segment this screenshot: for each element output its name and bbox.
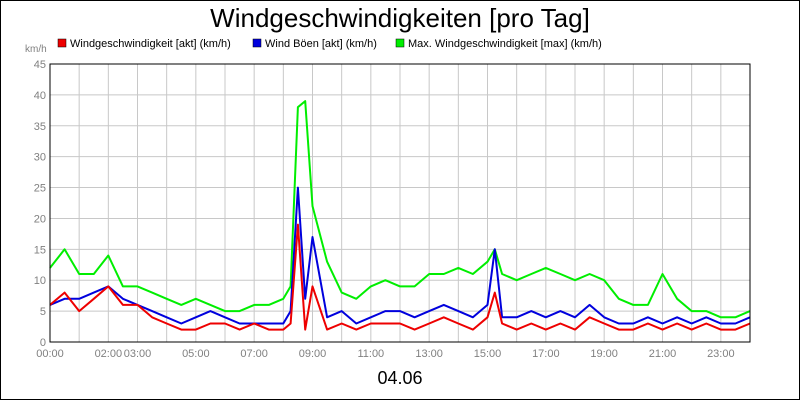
x-tick-label: 13:00 [415, 348, 443, 360]
y-tick-label: 5 [40, 306, 46, 318]
plot-border [49, 63, 751, 343]
x-tick-label: 03:00 [124, 348, 152, 360]
x-axis-ticks: 00:00 02:00 03:00 05:00 07:00 09:00 11:00 13:00… [36, 348, 734, 360]
y-tick-label: 40 [34, 90, 46, 102]
chart-title: Windgeschwindigkeiten [pro Tag] [210, 3, 590, 33]
y-unit-label: km/h [25, 44, 47, 55]
y-tick-label: 35 [34, 121, 46, 133]
x-tick-label: 00:00 [36, 348, 64, 360]
y-tick-label: 0 [40, 337, 46, 349]
legend-label-2: Max. Windgeschwindigkeit [max] (km/h) [408, 38, 602, 50]
date-label: 04.06 [377, 368, 422, 388]
x-tick-label: 02:00 [95, 348, 123, 360]
y-tick-label: 10 [34, 275, 46, 287]
x-tick-label: 09:00 [299, 348, 327, 360]
x-tick-label: 07:00 [240, 348, 268, 360]
x-tick-label: 11:00 [357, 348, 384, 360]
x-tick-label: 19:00 [590, 348, 618, 360]
series-line-0 [49, 223, 751, 331]
legend: Windgeschwindigkeit [akt] (km/h) Wind Bö… [57, 38, 602, 50]
x-tick-label: 21:00 [649, 348, 677, 360]
y-tick-label: 30 [34, 152, 46, 164]
y-tick-label: 20 [34, 213, 46, 225]
y-tick-label: 25 [34, 183, 46, 195]
legend-swatch-1 [252, 38, 262, 48]
legend-label-1: Wind Böen [akt] (km/h) [265, 38, 377, 50]
y-tick-label: 45 [34, 59, 46, 71]
series-line-2 [49, 100, 751, 319]
legend-swatch-2 [395, 38, 405, 48]
x-tick-label: 23:00 [707, 348, 735, 360]
grid [50, 63, 750, 343]
x-tick-label: 05:00 [182, 348, 210, 360]
x-tick-label: 15:00 [474, 348, 502, 360]
legend-label-0: Windgeschwindigkeit [akt] (km/h) [70, 38, 231, 50]
legend-swatch-0 [57, 38, 67, 48]
series-line-1 [49, 186, 751, 325]
x-tick-label: 17:00 [532, 348, 560, 360]
series-lines [49, 100, 751, 331]
y-tick-label: 15 [34, 244, 46, 256]
y-axis-ticks: 0 5 10 15 20 25 30 35 40 45 [34, 59, 46, 349]
